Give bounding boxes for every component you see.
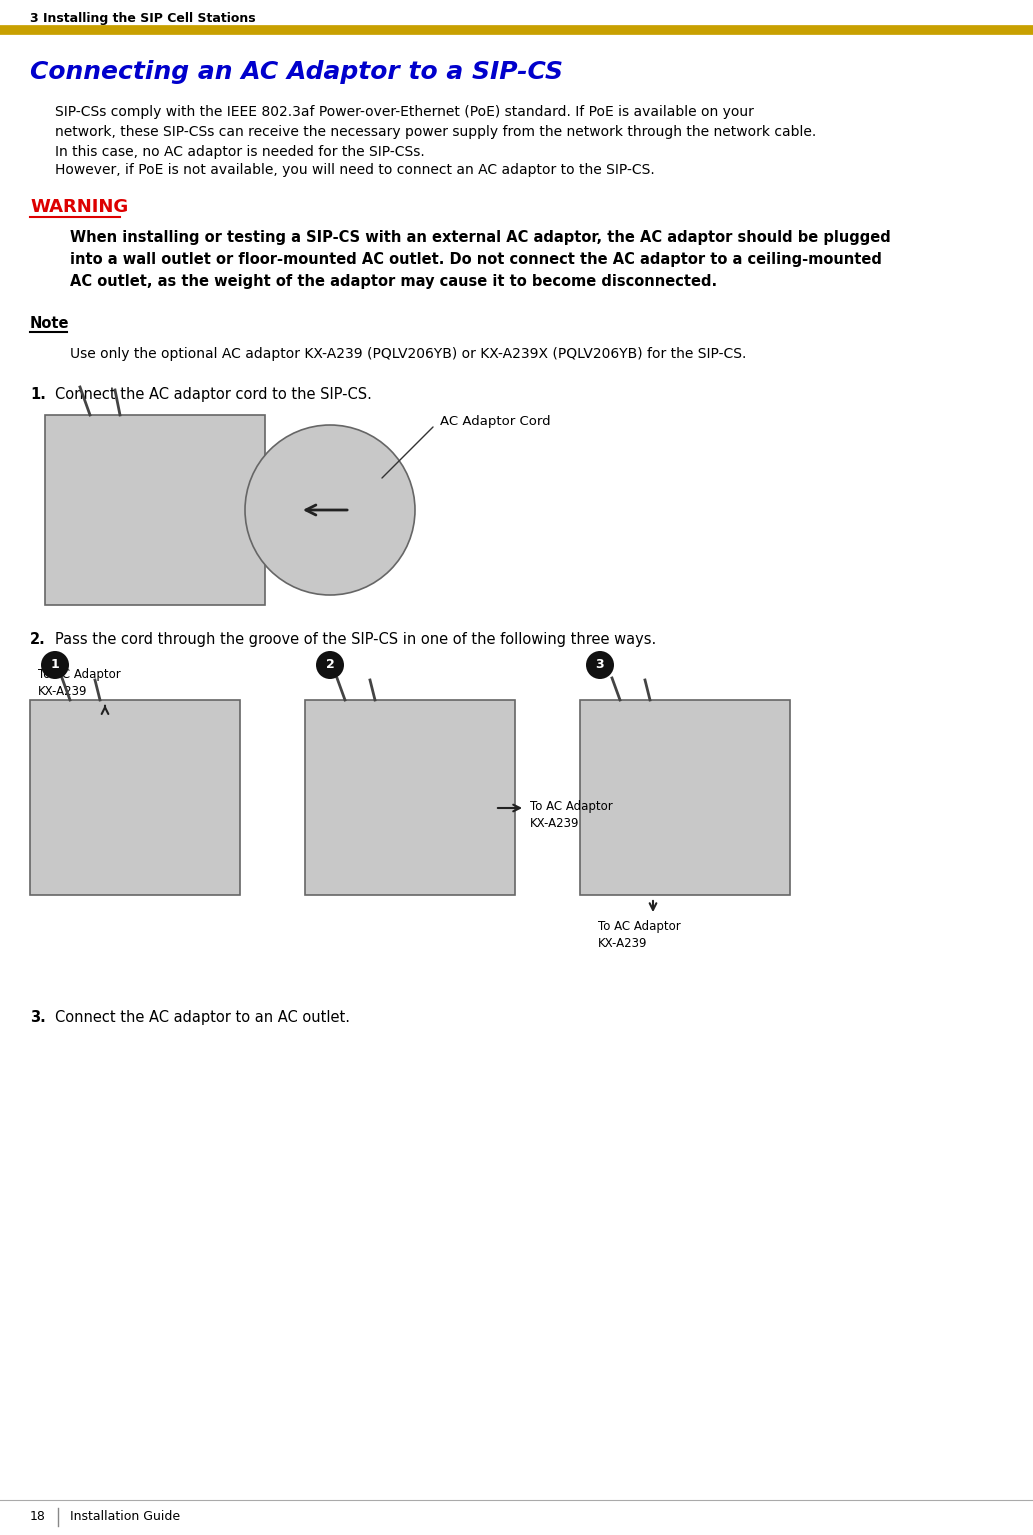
Text: Connect the AC adaptor cord to the SIP-CS.: Connect the AC adaptor cord to the SIP-C… bbox=[55, 387, 372, 402]
Text: WARNING: WARNING bbox=[30, 198, 128, 216]
Text: 3.: 3. bbox=[30, 1010, 45, 1025]
Text: To AC Adaptor
KX-A239: To AC Adaptor KX-A239 bbox=[530, 800, 613, 830]
Text: 1: 1 bbox=[51, 659, 59, 671]
Circle shape bbox=[41, 651, 69, 678]
Text: When installing or testing a SIP-CS with an external AC adaptor, the AC adaptor : When installing or testing a SIP-CS with… bbox=[70, 230, 890, 246]
Text: Connecting an AC Adaptor to a SIP-CS: Connecting an AC Adaptor to a SIP-CS bbox=[30, 60, 563, 84]
Text: 3 Installing the SIP Cell Stations: 3 Installing the SIP Cell Stations bbox=[30, 12, 255, 25]
Circle shape bbox=[586, 651, 614, 678]
Text: into a wall outlet or floor-mounted AC outlet. Do not connect the AC adaptor to : into a wall outlet or floor-mounted AC o… bbox=[70, 252, 882, 267]
Bar bbox=[45, 414, 265, 605]
Text: 2.: 2. bbox=[30, 632, 45, 646]
Text: AC outlet, as the weight of the adaptor may cause it to become disconnected.: AC outlet, as the weight of the adaptor … bbox=[70, 275, 717, 289]
Text: 2: 2 bbox=[325, 659, 335, 671]
Text: AC Adaptor Cord: AC Adaptor Cord bbox=[440, 414, 551, 428]
Text: Installation Guide: Installation Guide bbox=[70, 1510, 180, 1523]
Text: Connect the AC adaptor to an AC outlet.: Connect the AC adaptor to an AC outlet. bbox=[55, 1010, 350, 1025]
Text: SIP-CSs comply with the IEEE 802.3af Power-over-Ethernet (PoE) standard. If PoE : SIP-CSs comply with the IEEE 802.3af Pow… bbox=[55, 104, 754, 120]
Text: network, these SIP-CSs can receive the necessary power supply from the network t: network, these SIP-CSs can receive the n… bbox=[55, 124, 816, 140]
Text: To AC Adaptor
KX-A239: To AC Adaptor KX-A239 bbox=[38, 668, 121, 698]
Text: 18: 18 bbox=[30, 1510, 45, 1523]
Text: To AC Adaptor
KX-A239: To AC Adaptor KX-A239 bbox=[598, 919, 681, 950]
Bar bbox=[305, 700, 515, 895]
Text: Note: Note bbox=[30, 316, 69, 332]
Text: Pass the cord through the groove of the SIP-CS in one of the following three way: Pass the cord through the groove of the … bbox=[55, 632, 656, 646]
Bar bbox=[580, 700, 790, 895]
Text: Use only the optional AC adaptor KX-A239 (PQLV206YB) or KX-A239X (PQLV206YB) for: Use only the optional AC adaptor KX-A239… bbox=[70, 347, 747, 361]
Text: However, if PoE is not available, you will need to connect an AC adaptor to the : However, if PoE is not available, you wi… bbox=[55, 163, 655, 177]
Circle shape bbox=[245, 425, 415, 596]
Text: 3: 3 bbox=[596, 659, 604, 671]
Text: 1.: 1. bbox=[30, 387, 45, 402]
Bar bbox=[30, 700, 240, 895]
Text: In this case, no AC adaptor is needed for the SIP-CSs.: In this case, no AC adaptor is needed fo… bbox=[55, 144, 425, 160]
Circle shape bbox=[316, 651, 344, 678]
